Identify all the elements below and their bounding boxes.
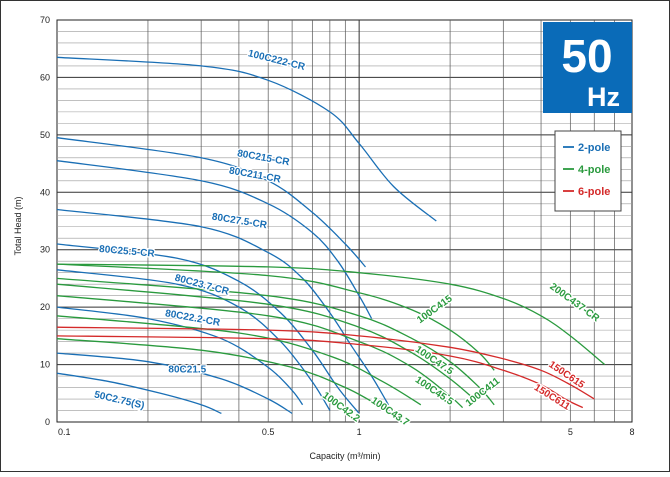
badge-background bbox=[543, 22, 632, 113]
series-curve bbox=[56, 160, 373, 319]
x-tick-label: 0.5 bbox=[262, 427, 275, 437]
y-tick-label: 40 bbox=[40, 187, 50, 197]
y-tick-label: 30 bbox=[40, 245, 50, 255]
y-axis-title: Total Head (m) bbox=[13, 196, 23, 255]
legend-label: 2-pole bbox=[578, 142, 610, 154]
series-curve bbox=[56, 315, 422, 406]
series-curve bbox=[56, 243, 360, 414]
series-curve bbox=[56, 263, 606, 366]
series-curve bbox=[56, 326, 595, 400]
badge-unit: Hz bbox=[587, 82, 620, 112]
series-curve bbox=[56, 208, 389, 406]
series-curve bbox=[56, 352, 293, 414]
frequency-badge: 50 Hz bbox=[543, 22, 632, 113]
legend: 2-pole 4-pole 6-pole bbox=[554, 130, 622, 212]
y-tick-label: 20 bbox=[40, 302, 50, 312]
y-tick-label: 10 bbox=[40, 360, 50, 370]
badge-number: 50 bbox=[561, 30, 612, 82]
series-curve bbox=[56, 306, 304, 406]
series-curve bbox=[56, 295, 464, 409]
series-curve bbox=[56, 338, 378, 406]
series-curve bbox=[56, 335, 584, 409]
series-curve bbox=[56, 56, 437, 222]
y-tick-label: 60 bbox=[40, 72, 50, 82]
x-tick-label: 0.1 bbox=[58, 427, 71, 437]
series-curve bbox=[56, 277, 495, 406]
x-tick-label: 5 bbox=[568, 427, 573, 437]
legend-box bbox=[554, 130, 622, 212]
grid bbox=[56, 19, 633, 423]
series-curve bbox=[56, 372, 222, 415]
series-curves bbox=[56, 56, 606, 415]
series-curve bbox=[56, 137, 366, 268]
legend-label: 4-pole bbox=[578, 164, 610, 176]
x-tick-label: 8 bbox=[629, 427, 634, 437]
y-tick-label: 50 bbox=[40, 130, 50, 140]
y-tick-label: 70 bbox=[40, 15, 50, 25]
y-tick-label: 0 bbox=[45, 417, 50, 427]
legend-label: 6-pole bbox=[578, 186, 610, 198]
plot-area bbox=[56, 19, 633, 423]
curve-label: 80C21.5 bbox=[168, 365, 206, 376]
series-curve bbox=[56, 263, 495, 371]
series-curve bbox=[56, 283, 475, 400]
x-tick-label: 1 bbox=[357, 427, 362, 437]
axis-ticks: 0 10 20 30 40 50 60 70 0.1 0.5 1 5 8 bbox=[40, 15, 635, 437]
x-axis-title: Capacity (m³/min) bbox=[309, 451, 380, 461]
